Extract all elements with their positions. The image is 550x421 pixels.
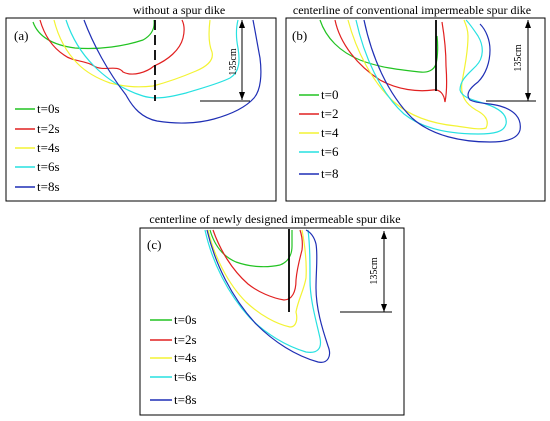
panel-a-label: (a) <box>14 28 28 43</box>
panel-a-contour-t8 <box>83 19 262 124</box>
panel-c-legend-item: t=8s <box>174 392 197 407</box>
panel-c: centerline of newly designed impermeable… <box>139 212 405 416</box>
panel-b-legend: t=0 t=2 t=4 t=6 t=8 <box>299 87 339 181</box>
panel-a-contour-t6 <box>65 19 240 99</box>
panel-c-contour-t0 <box>209 229 293 268</box>
panel-a-legend-item: t=8s <box>37 179 60 194</box>
panel-b-scale-label: 135cm <box>513 44 524 71</box>
panel-c-title: centerline of newly designed impermeable… <box>149 212 400 226</box>
panel-b-legend-item: t=2 <box>321 106 338 121</box>
panel-a-legend-item: t=2s <box>37 121 60 136</box>
panel-c-contour-t8 <box>206 229 331 363</box>
panel-c-legend-item: t=4s <box>174 350 197 365</box>
panel-a-contour-t0 <box>32 19 155 50</box>
panel-a-legend: t=0s t=2s t=4s t=6s t=8s <box>15 101 60 194</box>
panel-b-frame <box>285 17 546 202</box>
panel-c-scale-label: 135cm <box>369 257 380 284</box>
panel-a-scale-label: 135cm <box>228 48 239 75</box>
panel-b-scale-bar: 135cm <box>486 20 536 102</box>
panel-a-legend-item: t=6s <box>37 159 60 174</box>
panel-c-contour-t2 <box>212 229 303 301</box>
panel-c-contour-t6 <box>204 229 322 353</box>
panel-a: without a spur dike (a) 135cm t=0s t=2s … <box>5 3 277 202</box>
panel-c-legend: t=0s t=2s t=4s t=6s t=8s <box>150 312 197 407</box>
panel-b-label: (b) <box>292 28 307 43</box>
panel-b-contour-t8 <box>363 19 521 143</box>
panel-c-contour-t4 <box>207 229 307 328</box>
panel-b: centerline of conventional impermeable s… <box>285 3 546 202</box>
panel-b-legend-item: t=0 <box>321 87 338 102</box>
panel-c-legend-item: t=2s <box>174 332 197 347</box>
panel-b-title: centerline of conventional impermeable s… <box>293 3 531 17</box>
panel-b-legend-item: t=8 <box>321 166 338 181</box>
panel-b-legend-item: t=4 <box>321 125 339 140</box>
panel-c-legend-item: t=0s <box>174 312 197 327</box>
panel-c-scale-bar: 135cm <box>340 231 392 313</box>
panel-c-label: (c) <box>147 237 161 252</box>
panel-a-legend-item: t=0s <box>37 101 60 116</box>
panel-a-contour-t2 <box>39 19 185 75</box>
panel-b-contour-t6 <box>355 19 507 135</box>
panel-a-contour-t4 <box>53 19 213 88</box>
panel-c-frame <box>139 227 405 416</box>
panel-a-frame <box>5 17 277 202</box>
panel-c-legend-item: t=6s <box>174 369 197 384</box>
panel-a-scale-bar: 135cm <box>200 20 250 102</box>
panel-a-title: without a spur dike <box>133 3 225 17</box>
panel-b-legend-item: t=6 <box>321 144 339 159</box>
panel-b-contour-t4 <box>347 19 488 130</box>
panel-a-legend-item: t=4s <box>37 140 60 155</box>
panel-b-contour-t0 <box>319 19 439 73</box>
